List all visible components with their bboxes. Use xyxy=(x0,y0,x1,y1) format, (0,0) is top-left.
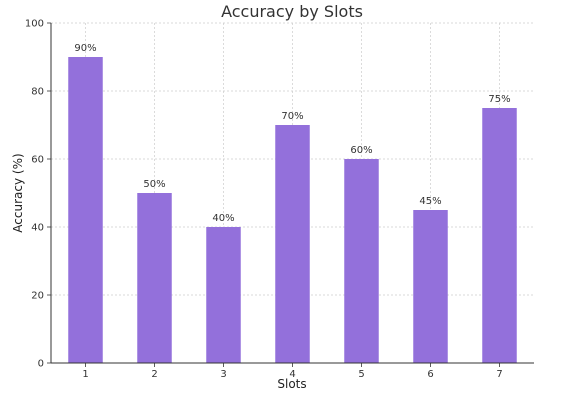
data-label-7: 75% xyxy=(488,94,510,105)
bar-4 xyxy=(275,125,310,363)
x-tick-label: 4 xyxy=(289,369,295,380)
x-tick-label: 6 xyxy=(427,369,433,380)
x-axis: 1 2 3 4 5 6 7 xyxy=(51,362,534,380)
x-tick-label: 5 xyxy=(358,369,364,380)
x-axis-title: Slots xyxy=(277,377,306,391)
y-tick-label: 20 xyxy=(31,291,44,302)
bar-6 xyxy=(413,210,448,363)
data-label-2: 50% xyxy=(143,179,165,190)
bar-5 xyxy=(344,159,379,363)
data-label-3: 40% xyxy=(212,213,234,224)
data-label-1: 90% xyxy=(74,43,96,54)
data-labels: 90% 50% 40% 70% 60% 45% 75% xyxy=(74,43,510,224)
y-tick-label: 80 xyxy=(31,87,44,98)
y-axis-title: Accuracy (%) xyxy=(11,153,25,232)
data-label-4: 70% xyxy=(281,111,303,122)
bar-1 xyxy=(68,57,103,363)
y-tick-label: 40 xyxy=(31,223,44,234)
bar-2 xyxy=(137,193,172,363)
data-label-5: 60% xyxy=(350,145,372,156)
bar-7 xyxy=(482,108,517,363)
x-tick-label: 3 xyxy=(220,369,226,380)
x-tick-label: 2 xyxy=(151,369,157,380)
x-tick-label: 7 xyxy=(496,369,502,380)
bar-3 xyxy=(206,227,241,363)
y-axis: 0 20 40 60 80 100 xyxy=(25,19,52,370)
bars xyxy=(68,57,517,363)
y-tick-label: 0 xyxy=(38,359,44,370)
chart-title: Accuracy by Slots xyxy=(221,2,363,21)
y-tick-label: 60 xyxy=(31,155,44,166)
y-tick-label: 100 xyxy=(25,19,44,30)
data-label-6: 45% xyxy=(419,196,441,207)
x-tick-label: 1 xyxy=(82,369,88,380)
